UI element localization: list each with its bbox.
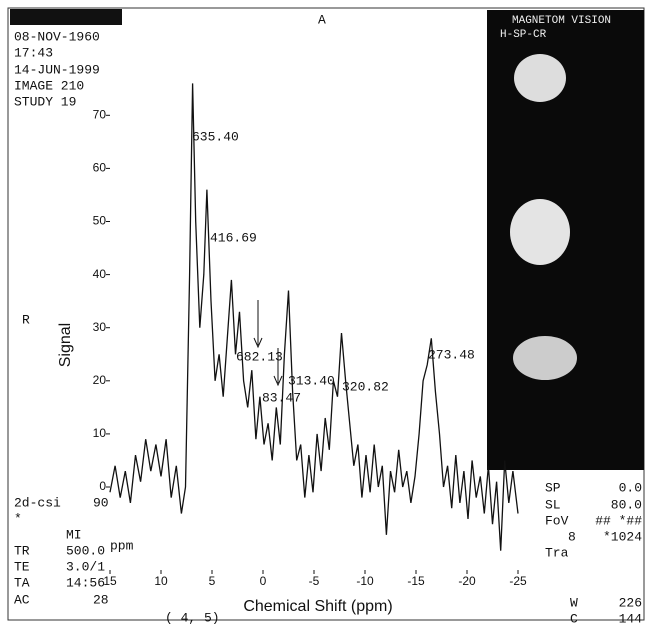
- info: SL: [545, 497, 561, 512]
- peak-label: 83.47: [262, 390, 301, 405]
- x-tick-label: 15: [103, 574, 117, 588]
- y-tick-label: 20: [93, 373, 107, 387]
- info: 80.0: [611, 497, 642, 512]
- y-tick-label: 50: [93, 214, 107, 228]
- y-tick-label: 10: [93, 426, 107, 440]
- peak-label: 273.48: [428, 347, 475, 362]
- x-tick-label: -5: [309, 574, 320, 588]
- x-tick-label: -15: [407, 574, 425, 588]
- info: 14-JUN-1999: [14, 62, 100, 77]
- x-tick-label: -25: [509, 574, 527, 588]
- peak-label: 313.40: [288, 373, 335, 388]
- y-tick-label: 70: [93, 107, 107, 121]
- arrow: [273, 375, 283, 387]
- scanner-label: H-SP-CR: [500, 29, 547, 41]
- info: 2d-csi: [14, 495, 61, 510]
- info: MI: [66, 527, 82, 542]
- scanner-label: MAGNETOM VISION: [512, 15, 611, 27]
- info: 17:43: [14, 45, 53, 60]
- info: 14:56: [66, 575, 105, 590]
- info: SP: [545, 480, 561, 495]
- info: 0.0: [619, 480, 642, 495]
- scan-image: [510, 199, 570, 265]
- info: 28: [93, 592, 109, 607]
- scan-image: [514, 54, 566, 102]
- info: W: [570, 595, 578, 610]
- y-tick-label: 40: [93, 267, 107, 281]
- info: 08-NOV-1960: [14, 29, 100, 44]
- orientation: R: [22, 312, 30, 327]
- info: FoV: [545, 513, 569, 528]
- y-tick-label: 30: [93, 320, 107, 334]
- y-axis-label: Signal: [57, 323, 74, 367]
- info: 226: [619, 595, 642, 610]
- info: ## *##: [595, 513, 642, 528]
- info: AC: [14, 592, 30, 607]
- top-bar: [10, 9, 122, 25]
- info: ppm: [110, 538, 134, 553]
- peak-label: 682.13: [236, 349, 283, 364]
- info: 144: [619, 611, 643, 625]
- peak-label: 416.69: [210, 230, 257, 245]
- x-tick-label: -10: [356, 574, 374, 588]
- x-axis-label: Chemical Shift (ppm): [243, 598, 392, 615]
- info: 3.0/1: [66, 559, 105, 574]
- info: TR: [14, 543, 30, 558]
- x-tick-label: 0: [260, 574, 267, 588]
- y-tick-label: 0: [99, 479, 106, 493]
- info: 500.0: [66, 543, 105, 558]
- info: STUDY 19: [14, 94, 76, 109]
- spectrum-line: [109, 83, 519, 551]
- info: C: [570, 611, 578, 625]
- x-tick-label: -20: [458, 574, 476, 588]
- info: *1024: [603, 529, 642, 544]
- info: Tra: [545, 545, 569, 560]
- scan-image: [513, 336, 577, 380]
- x-tick-label: 5: [209, 574, 216, 588]
- arrow: [253, 337, 263, 349]
- orientation: A: [318, 12, 326, 27]
- peak-label: 320.82: [342, 379, 389, 394]
- x-tick-label: 10: [154, 574, 168, 588]
- info: TE: [14, 559, 30, 574]
- info: 90: [93, 495, 109, 510]
- info: 8: [568, 529, 576, 544]
- peak-label: 635.40: [192, 129, 239, 144]
- info: TA: [14, 575, 30, 590]
- info: ( 4, 5): [165, 610, 220, 625]
- info: IMAGE 210: [14, 78, 84, 93]
- y-tick-label: 60: [93, 161, 107, 175]
- info: *: [14, 511, 22, 526]
